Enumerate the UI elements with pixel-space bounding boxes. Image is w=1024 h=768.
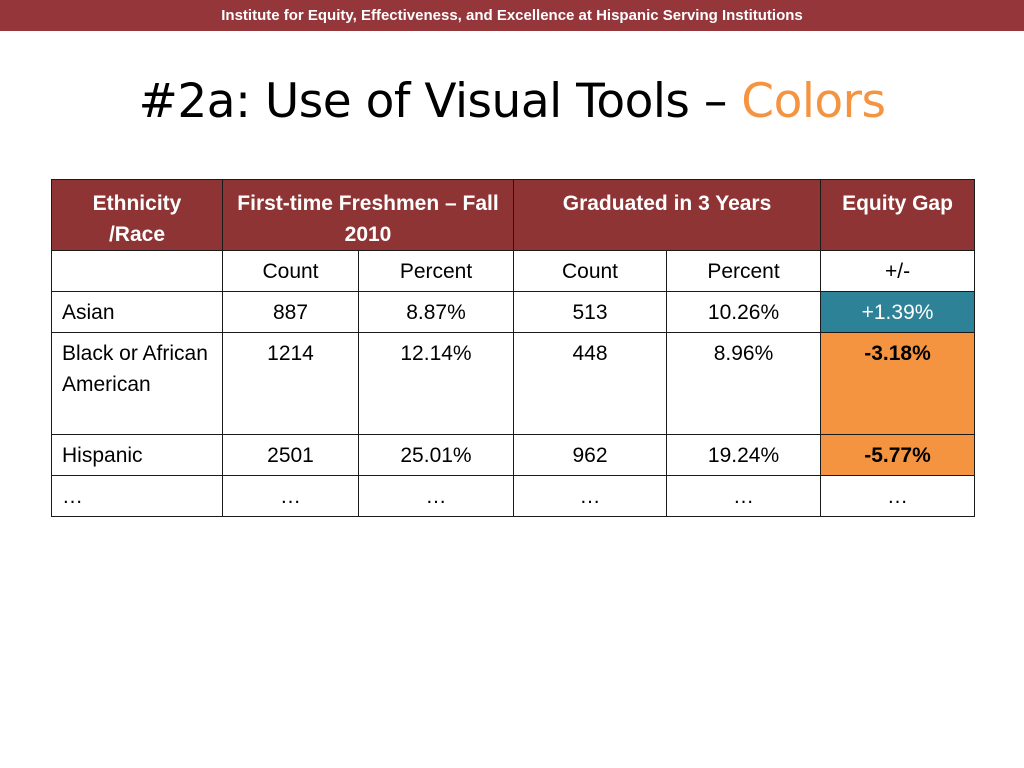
table-cell: … <box>820 475 976 517</box>
row-label: Black or African American <box>51 332 223 435</box>
subheader-cell: Count <box>513 250 667 292</box>
table-row: Hispanic 2501 25.01% 962 19.24% -5.77% <box>51 434 976 476</box>
table-cell: 25.01% <box>358 434 514 476</box>
equity-gap-negative-cell: -3.18% <box>820 332 976 435</box>
row-label: Hispanic <box>51 434 223 476</box>
header-graduated-3-years: Graduated in 3 Years <box>512 179 822 251</box>
table-cell: … <box>665 475 822 517</box>
table-cell: … <box>222 475 359 517</box>
table-cell: 2501 <box>222 434 359 476</box>
subheader-cell <box>51 250 223 292</box>
slide-title-main: #2a: Use of Visual Tools – <box>138 74 742 129</box>
subheader-cell: Percent <box>358 250 514 292</box>
table-header-row: Ethnicity /Race First-time Freshmen – Fa… <box>51 179 976 251</box>
equity-gap-positive-cell: +1.39% <box>820 291 976 333</box>
header-first-time-freshmen: First-time Freshmen – Fall 2010 <box>222 179 514 251</box>
institute-banner: Institute for Equity, Effectiveness, and… <box>0 0 1024 31</box>
table-cell: 513 <box>513 291 667 333</box>
table-row: … … … … … … <box>51 475 976 517</box>
table-row: Asian 887 8.87% 513 10.26% +1.39% <box>51 291 976 333</box>
subheader-cell: Percent <box>665 250 822 292</box>
row-label: … <box>51 475 223 517</box>
table-cell: … <box>358 475 514 517</box>
table-cell: 10.26% <box>665 291 822 333</box>
table-cell: 12.14% <box>358 332 514 435</box>
subheader-cell: Count <box>222 250 359 292</box>
header-ethnicity-race: Ethnicity /Race <box>51 179 223 251</box>
table-cell: 887 <box>222 291 359 333</box>
slide-title: #2a: Use of Visual Tools – Colors <box>0 70 1024 134</box>
equity-gap-table: Ethnicity /Race First-time Freshmen – Fa… <box>51 179 976 517</box>
table-cell: 448 <box>513 332 667 435</box>
row-label: Asian <box>51 291 223 333</box>
table-cell: 8.96% <box>665 332 822 435</box>
table-cell: … <box>513 475 667 517</box>
equity-gap-negative-cell: -5.77% <box>820 434 976 476</box>
table-cell: 1214 <box>222 332 359 435</box>
table-cell: 8.87% <box>358 291 514 333</box>
slide-title-accent: Colors <box>741 74 886 129</box>
subheader-cell: +/- <box>820 250 976 292</box>
table-row: Black or African American 1214 12.14% 44… <box>51 332 976 435</box>
table-cell: 962 <box>513 434 667 476</box>
table-cell: 19.24% <box>665 434 822 476</box>
table-subheader-row: Count Percent Count Percent +/- <box>51 250 976 292</box>
header-equity-gap: Equity Gap <box>820 179 976 251</box>
